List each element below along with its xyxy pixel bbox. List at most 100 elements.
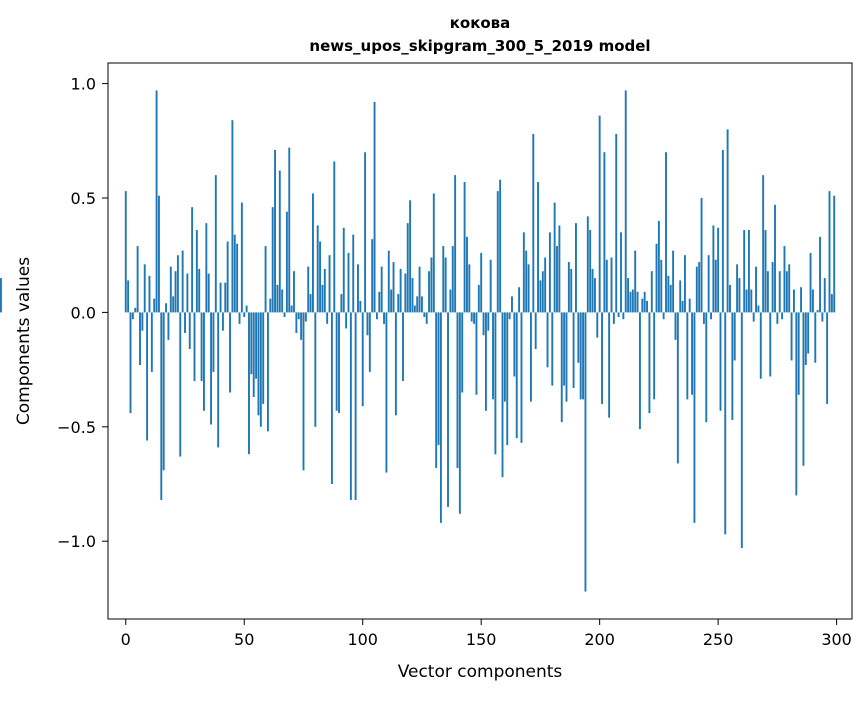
bar xyxy=(776,312,779,324)
bar xyxy=(755,266,757,313)
bar xyxy=(399,268,402,313)
bar xyxy=(302,312,305,471)
bar xyxy=(529,312,532,402)
bar xyxy=(781,312,784,320)
bar xyxy=(811,289,814,313)
x-tick-label: 100 xyxy=(347,630,378,649)
bar xyxy=(641,298,644,313)
bar xyxy=(499,179,502,313)
bar xyxy=(620,232,622,313)
bar xyxy=(169,266,172,313)
bar xyxy=(129,312,132,414)
bar xyxy=(700,198,703,313)
bar xyxy=(357,264,359,313)
bar xyxy=(544,257,547,313)
bar xyxy=(397,294,400,313)
bar xyxy=(558,225,561,313)
bar xyxy=(423,312,426,317)
bar xyxy=(553,202,556,313)
bar xyxy=(522,232,525,313)
bar xyxy=(527,264,530,313)
bar xyxy=(425,312,428,324)
bar xyxy=(295,312,298,333)
bar xyxy=(167,312,170,340)
bar xyxy=(141,312,144,331)
bar xyxy=(783,246,786,313)
bar xyxy=(394,312,397,416)
x-tick-label: 150 xyxy=(466,630,497,649)
bar xyxy=(309,294,312,313)
x-tick-label: 300 xyxy=(821,630,852,649)
bar xyxy=(809,252,812,313)
bar xyxy=(210,312,213,425)
bar xyxy=(586,216,589,313)
bar xyxy=(458,312,461,514)
bar xyxy=(212,312,215,372)
bar xyxy=(193,312,196,382)
bar xyxy=(833,195,836,313)
bar xyxy=(774,204,776,313)
bar xyxy=(790,312,793,361)
bar xyxy=(560,312,563,423)
bar xyxy=(385,312,388,473)
bar xyxy=(821,312,824,322)
bar xyxy=(361,312,364,407)
bar xyxy=(184,312,186,333)
bar xyxy=(136,246,139,313)
bar xyxy=(259,312,262,427)
bar xyxy=(226,241,229,313)
bar xyxy=(143,264,146,313)
bar xyxy=(276,284,279,313)
bar xyxy=(335,312,338,411)
bar xyxy=(565,312,568,402)
bar xyxy=(705,312,708,423)
bar xyxy=(342,227,345,313)
bar xyxy=(264,246,267,313)
bar xyxy=(537,181,539,313)
bar xyxy=(717,227,720,313)
bar xyxy=(262,312,265,404)
bar xyxy=(695,266,698,313)
bar xyxy=(577,312,580,363)
bar xyxy=(520,312,523,443)
bar xyxy=(179,312,182,457)
bar xyxy=(134,307,137,313)
bar xyxy=(290,305,293,313)
bar xyxy=(648,312,651,414)
bar xyxy=(124,191,127,313)
bar xyxy=(231,120,234,313)
bar xyxy=(392,262,395,313)
bar xyxy=(461,312,464,393)
bar xyxy=(643,291,646,313)
bar xyxy=(601,312,603,404)
bar xyxy=(688,298,691,313)
bar xyxy=(627,278,630,313)
bar xyxy=(710,312,712,320)
y-tick-label: −1.0 xyxy=(57,532,96,551)
bar xyxy=(466,236,468,313)
x-tick-label: 250 xyxy=(703,630,734,649)
bar xyxy=(333,161,336,313)
bar xyxy=(404,273,407,313)
bar xyxy=(740,312,743,549)
bar xyxy=(676,312,679,464)
bar xyxy=(347,252,350,313)
bar xyxy=(646,300,648,313)
bar xyxy=(712,225,715,313)
bar xyxy=(629,291,632,313)
bar xyxy=(387,250,390,313)
bar xyxy=(191,207,194,313)
bar xyxy=(200,312,203,382)
bar xyxy=(501,312,504,478)
bar xyxy=(326,312,329,324)
bar xyxy=(432,193,435,313)
bar xyxy=(418,266,421,313)
bar xyxy=(304,312,307,322)
bar xyxy=(738,278,741,313)
bar xyxy=(274,149,276,313)
bar xyxy=(430,257,433,313)
bar xyxy=(492,312,494,400)
bar xyxy=(153,298,156,313)
x-axis: 0 50 100 150 200 250 300 xyxy=(121,619,852,649)
